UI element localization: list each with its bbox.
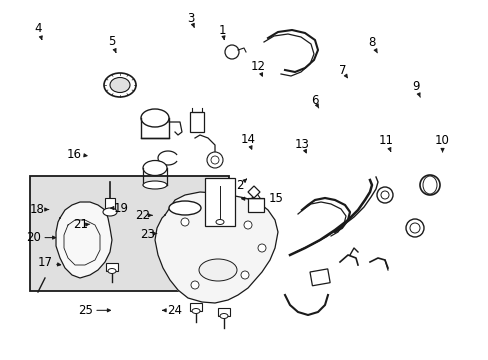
Text: 23: 23: [140, 228, 155, 240]
Circle shape: [241, 271, 248, 279]
Ellipse shape: [199, 259, 237, 281]
Text: 14: 14: [240, 133, 255, 146]
Bar: [247, 198, 264, 212]
Ellipse shape: [422, 176, 436, 194]
Polygon shape: [247, 186, 260, 198]
Text: 10: 10: [434, 134, 449, 147]
Text: 19: 19: [114, 202, 128, 215]
Text: 5: 5: [107, 35, 115, 48]
Text: 24: 24: [167, 304, 182, 317]
Ellipse shape: [103, 208, 117, 216]
Ellipse shape: [220, 314, 227, 319]
Text: 21: 21: [73, 219, 88, 231]
Text: 15: 15: [268, 192, 283, 205]
Text: 4: 4: [34, 22, 42, 35]
Bar: [204, 178, 235, 226]
Text: 25: 25: [78, 304, 92, 317]
Circle shape: [258, 244, 265, 252]
Polygon shape: [56, 202, 112, 278]
Text: 6: 6: [310, 94, 318, 107]
Ellipse shape: [108, 269, 116, 274]
Bar: [30, 176, 228, 291]
Text: 9: 9: [411, 80, 419, 93]
Bar: [105, 198, 115, 212]
Circle shape: [405, 219, 423, 237]
Circle shape: [181, 218, 189, 226]
Ellipse shape: [141, 109, 169, 127]
Bar: [190, 303, 202, 311]
Text: 18: 18: [29, 203, 44, 216]
Text: 8: 8: [367, 36, 375, 49]
Text: 12: 12: [250, 60, 265, 73]
Ellipse shape: [192, 309, 200, 314]
Ellipse shape: [169, 201, 201, 215]
Text: 7: 7: [338, 64, 346, 77]
Text: 1: 1: [218, 24, 226, 37]
Circle shape: [409, 223, 419, 233]
Text: 22: 22: [135, 209, 150, 222]
Circle shape: [224, 45, 239, 59]
Ellipse shape: [110, 77, 130, 93]
Text: 2: 2: [235, 179, 243, 192]
Bar: [106, 263, 118, 271]
Circle shape: [244, 221, 251, 229]
Text: 3: 3: [186, 12, 194, 25]
Circle shape: [210, 204, 219, 212]
Circle shape: [419, 175, 439, 195]
Text: 13: 13: [294, 138, 309, 150]
Text: 16: 16: [67, 148, 81, 161]
Circle shape: [210, 156, 219, 164]
Bar: [190, 112, 203, 132]
Text: 17: 17: [38, 256, 52, 269]
Ellipse shape: [142, 181, 167, 189]
Ellipse shape: [216, 220, 224, 225]
Ellipse shape: [142, 161, 167, 175]
Polygon shape: [155, 192, 278, 303]
Ellipse shape: [104, 73, 136, 97]
Circle shape: [376, 187, 392, 203]
Text: 11: 11: [378, 134, 393, 147]
Text: 20: 20: [26, 231, 41, 244]
Circle shape: [380, 191, 388, 199]
Bar: [218, 308, 229, 316]
Bar: [309, 269, 329, 286]
Circle shape: [191, 281, 199, 289]
Circle shape: [206, 152, 223, 168]
